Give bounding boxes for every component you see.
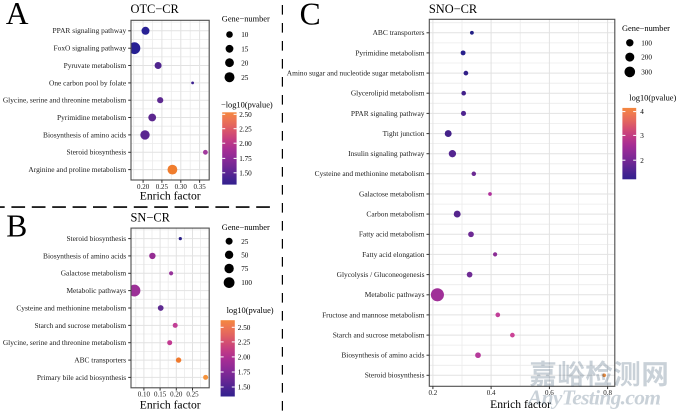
svg-text:OTC−CR: OTC−CR: [131, 2, 180, 16]
svg-text:Enrich factor: Enrich factor: [490, 398, 551, 411]
svg-text:0.8: 0.8: [603, 389, 612, 397]
svg-text:Pyrimidine metabolism: Pyrimidine metabolism: [355, 48, 424, 57]
svg-text:3: 3: [640, 132, 644, 140]
svg-text:0.20: 0.20: [137, 183, 150, 191]
svg-text:0.20: 0.20: [170, 391, 183, 399]
svg-text:15: 15: [241, 45, 249, 53]
svg-text:Enrich factor: Enrich factor: [140, 399, 201, 412]
svg-text:0.10: 0.10: [138, 391, 151, 399]
svg-text:1.75: 1.75: [239, 155, 252, 163]
svg-text:2.50: 2.50: [238, 324, 251, 332]
svg-text:100: 100: [241, 279, 252, 287]
svg-text:2.50: 2.50: [239, 111, 252, 119]
svg-text:One carbon pool by folate: One carbon pool by folate: [49, 78, 127, 87]
svg-text:0.4: 0.4: [487, 389, 496, 397]
svg-text:Cysteine and methionine metabo: Cysteine and methionine metabolism: [16, 303, 126, 312]
svg-text:Carbon metabolism: Carbon metabolism: [366, 210, 424, 219]
svg-text:1.50: 1.50: [239, 169, 252, 177]
svg-text:Gene−number: Gene−number: [622, 24, 670, 33]
svg-text:Metabolic pathways: Metabolic pathways: [365, 290, 425, 299]
svg-text:Glycine, serine and threonine: Glycine, serine and threonine metabolism: [3, 338, 127, 347]
svg-text:Galactose metabolism: Galactose metabolism: [61, 269, 127, 278]
svg-text:0.15: 0.15: [154, 391, 167, 399]
svg-text:2.00: 2.00: [238, 354, 251, 362]
svg-text:75: 75: [241, 265, 249, 273]
svg-text:Pyrimidine metabolism: Pyrimidine metabolism: [57, 113, 126, 122]
svg-text:SN−CR: SN−CR: [131, 211, 171, 225]
svg-text:log10(pvalue): log10(pvalue): [227, 306, 274, 315]
svg-text:200: 200: [641, 54, 652, 62]
svg-text:0.35: 0.35: [193, 183, 206, 191]
svg-text:ABC transporters: ABC transporters: [74, 355, 126, 364]
svg-text:Insulin signaling pathway: Insulin signaling pathway: [348, 149, 425, 158]
svg-text:PPAR signaling pathway: PPAR signaling pathway: [351, 109, 425, 118]
svg-text:Enrich factor: Enrich factor: [140, 190, 201, 203]
svg-text:25: 25: [241, 74, 249, 82]
svg-text:0.25: 0.25: [156, 183, 169, 191]
svg-text:Tight junction: Tight junction: [383, 129, 425, 138]
svg-text:0.2: 0.2: [429, 389, 438, 397]
svg-text:2.25: 2.25: [238, 339, 251, 347]
svg-text:AnyTesting.com: AnyTesting.com: [526, 385, 661, 409]
svg-text:100: 100: [641, 39, 652, 47]
svg-text:C: C: [300, 0, 321, 31]
svg-text:1.75: 1.75: [238, 369, 251, 377]
svg-text:log10(pvalue): log10(pvalue): [629, 94, 676, 103]
svg-text:Metabolic pathways: Metabolic pathways: [66, 286, 126, 295]
svg-text:Gene−number: Gene−number: [222, 14, 270, 23]
svg-text:2.00: 2.00: [239, 140, 252, 148]
svg-text:Arginine and proline metabolis: Arginine and proline metabolism: [28, 165, 126, 174]
svg-text:0.25: 0.25: [186, 391, 199, 399]
svg-text:Galactose metabolism: Galactose metabolism: [359, 189, 425, 198]
svg-text:50: 50: [241, 251, 249, 259]
svg-text:Glycolysis / Gluconeogenesis: Glycolysis / Gluconeogenesis: [337, 270, 425, 279]
svg-text:Primary bile acid biosynthesis: Primary bile acid biosynthesis: [37, 373, 126, 382]
svg-text:Steroid biosynthesis: Steroid biosynthesis: [66, 234, 126, 243]
svg-text:0.6: 0.6: [545, 389, 554, 397]
svg-text:Fatty acid elongation: Fatty acid elongation: [362, 250, 425, 259]
svg-text:Biosynthesis of amino acids: Biosynthesis of amino acids: [43, 251, 126, 260]
svg-text:Biosynthesis of amino acids: Biosynthesis of amino acids: [43, 130, 126, 139]
svg-text:4: 4: [640, 108, 644, 116]
svg-text:B: B: [6, 209, 27, 244]
svg-text:2.25: 2.25: [239, 125, 252, 133]
svg-text:−log10(pvalue): −log10(pvalue): [221, 100, 273, 109]
svg-text:300: 300: [641, 69, 652, 77]
svg-text:Cysteine and methionine metabo: Cysteine and methionine metabolism: [315, 169, 425, 178]
svg-text:20: 20: [241, 59, 249, 67]
svg-text:FoxO signaling pathway: FoxO signaling pathway: [54, 44, 127, 53]
svg-text:SNO−CR: SNO−CR: [429, 2, 478, 16]
svg-text:Amino sugar and nucleotide sug: Amino sugar and nucleotide sugar metabol…: [287, 69, 425, 78]
svg-text:Fatty acid metabolism: Fatty acid metabolism: [359, 230, 425, 239]
svg-text:2: 2: [640, 157, 644, 165]
svg-text:Starch and sucrose metabolism: Starch and sucrose metabolism: [34, 321, 126, 330]
svg-text:Pyruvate metabolism: Pyruvate metabolism: [64, 61, 127, 70]
svg-text:Glycine, serine and threonine: Glycine, serine and threonine metabolism: [3, 96, 127, 105]
svg-text:Biosynthesis of amino acids: Biosynthesis of amino acids: [341, 351, 424, 360]
svg-text:0.30: 0.30: [175, 183, 188, 191]
svg-text:A: A: [6, 0, 29, 31]
svg-text:10: 10: [241, 31, 249, 39]
svg-text:PPAR signaling pathway: PPAR signaling pathway: [53, 26, 127, 35]
svg-text:Steroid biosynthesis: Steroid biosynthesis: [66, 148, 126, 157]
svg-text:25: 25: [241, 238, 249, 246]
svg-text:ABC transporters: ABC transporters: [373, 28, 425, 37]
svg-text:Glycerolipid metabolism: Glycerolipid metabolism: [351, 89, 425, 98]
svg-text:Fructose and mannose metabolis: Fructose and mannose metabolism: [322, 310, 425, 319]
svg-text:1.50: 1.50: [238, 384, 251, 392]
svg-text:Starch and sucrose metabolism: Starch and sucrose metabolism: [333, 330, 425, 339]
svg-text:Steroid biosynthesis: Steroid biosynthesis: [365, 371, 425, 380]
svg-text:Gene−number: Gene−number: [222, 223, 270, 232]
